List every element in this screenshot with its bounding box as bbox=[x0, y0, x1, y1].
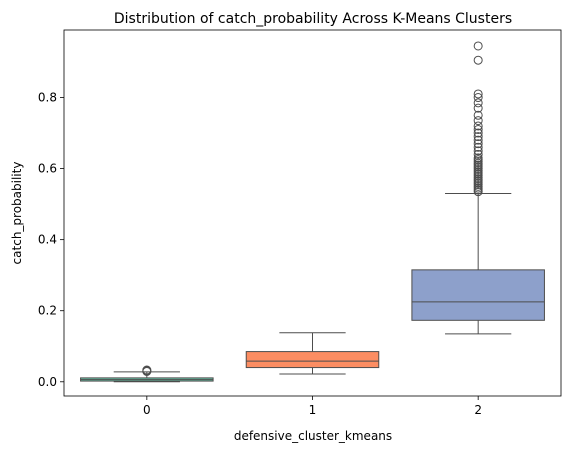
x-tick-label: 0 bbox=[143, 403, 151, 417]
y-axis: 0.0 0.2 0.4 0.6 0.8 bbox=[38, 91, 64, 389]
outlier-point bbox=[473, 41, 483, 51]
outlier-point bbox=[473, 142, 483, 152]
outlier-point bbox=[473, 55, 483, 65]
box-group-cluster-1 bbox=[245, 332, 380, 375]
outlier-point bbox=[473, 128, 483, 138]
y-tick-label: 0.4 bbox=[38, 233, 57, 247]
y-tick-label: 0.0 bbox=[38, 375, 57, 389]
outlier-point bbox=[473, 93, 483, 103]
plot-area bbox=[80, 41, 545, 383]
x-axis: 0 1 2 bbox=[143, 396, 482, 417]
outlier-point bbox=[473, 149, 483, 159]
box-group-cluster-0 bbox=[80, 365, 214, 383]
outlier-point bbox=[473, 116, 483, 126]
outlier-point bbox=[473, 132, 483, 142]
box-group-cluster-2 bbox=[411, 41, 545, 335]
iqr-box bbox=[245, 351, 380, 369]
outlier-point bbox=[473, 98, 483, 108]
outlier-point bbox=[473, 135, 483, 145]
outlier-point bbox=[473, 153, 483, 163]
x-tick-label: 2 bbox=[474, 403, 482, 417]
y-tick-label: 0.8 bbox=[38, 91, 57, 105]
outlier-point bbox=[473, 121, 483, 131]
iqr-box bbox=[411, 269, 545, 321]
x-axis-label: defensive_cluster_kmeans bbox=[234, 429, 392, 443]
outlier-point bbox=[473, 124, 483, 134]
outlier-point bbox=[473, 146, 483, 156]
x-tick-label: 1 bbox=[309, 403, 317, 417]
outlier-point bbox=[473, 89, 483, 99]
outlier-point bbox=[473, 103, 483, 113]
outlier-point bbox=[473, 139, 483, 149]
y-tick-label: 0.2 bbox=[38, 304, 57, 318]
y-tick-label: 0.6 bbox=[38, 162, 57, 176]
outlier-point bbox=[142, 365, 152, 375]
chart-title: Distribution of catch_probability Across… bbox=[114, 11, 512, 27]
y-axis-label: catch_probability bbox=[10, 162, 24, 265]
outlier-point bbox=[473, 110, 483, 120]
